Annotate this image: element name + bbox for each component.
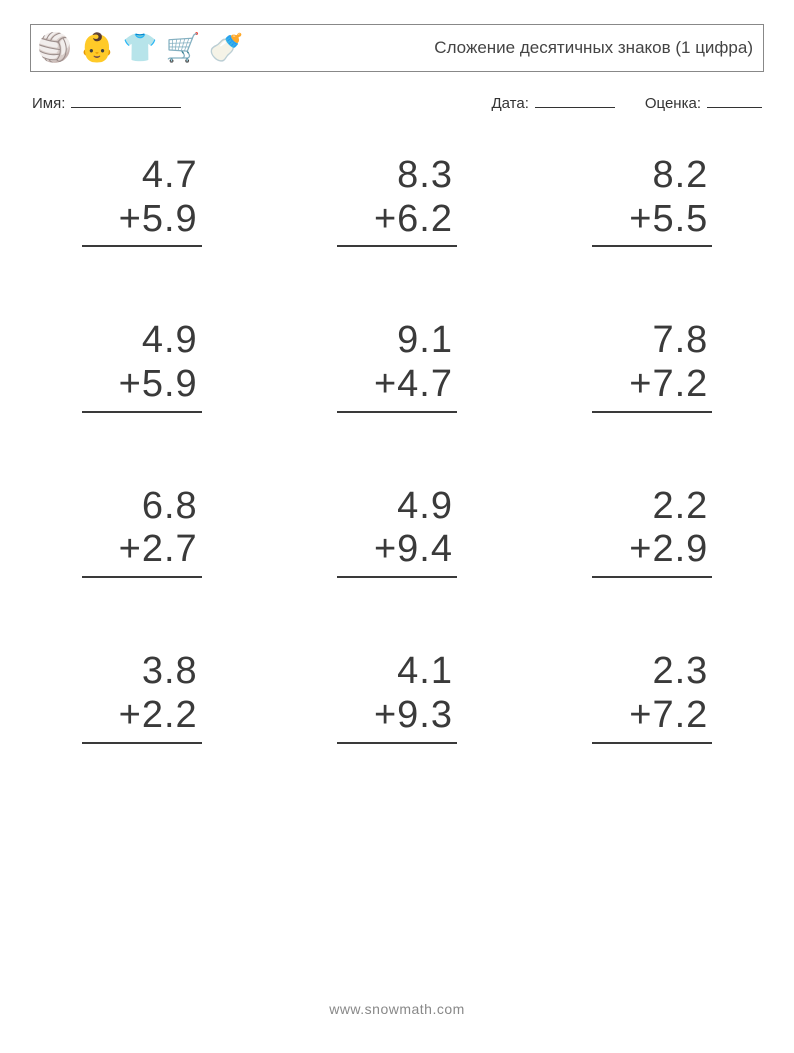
operand-b-val: 9.3 (397, 694, 453, 736)
operand-b: +2.7 (82, 528, 202, 578)
plus-icon: + (119, 528, 142, 570)
meta-row: Имя: Дата: Оценка: (30, 94, 764, 112)
worksheet-title: Сложение десятичных знаков (1 цифра) (434, 38, 753, 58)
plus-icon: + (629, 528, 652, 570)
baby-icon: 🍼 (209, 34, 244, 62)
problem: 8.3 +6.2 (337, 154, 457, 247)
operand-b: +2.2 (82, 694, 202, 744)
plus-icon: + (374, 694, 397, 736)
meta-right: Дата: Оценка: (491, 94, 762, 112)
problem: 4.1 +9.3 (337, 650, 457, 743)
problem: 4.9 +9.4 (337, 485, 457, 578)
operand-b: +7.2 (592, 694, 712, 744)
worksheet-page: 🏐 👶 👕 🛒 🍼 Сложение десятичных знаков (1 … (0, 0, 794, 1053)
problem: 2.2 +2.9 (592, 485, 712, 578)
ball-icon: 🏐 (37, 34, 72, 62)
problem: 6.8 +2.7 (82, 485, 202, 578)
problem: 9.1 +4.7 (337, 319, 457, 412)
score-blank[interactable] (707, 94, 762, 108)
operand-b: +5.5 (592, 198, 712, 248)
operand-a: 7.8 (592, 319, 712, 363)
operand-a: 8.2 (592, 154, 712, 198)
operand-a: 4.9 (82, 319, 202, 363)
score-label: Оценка: (645, 95, 701, 112)
header-box: 🏐 👶 👕 🛒 🍼 Сложение десятичных знаков (1 … (30, 24, 764, 72)
plus-icon: + (629, 694, 652, 736)
problem: 7.8 +7.2 (592, 319, 712, 412)
problem: 4.9 +5.9 (82, 319, 202, 412)
operand-a: 9.1 (337, 319, 457, 363)
plus-icon: + (629, 363, 652, 405)
operand-b: +2.9 (592, 528, 712, 578)
operand-b-val: 2.2 (142, 694, 198, 736)
plus-icon: + (374, 528, 397, 570)
operand-b: +5.9 (82, 363, 202, 413)
date-blank[interactable] (535, 94, 615, 108)
problem: 2.3 +7.2 (592, 650, 712, 743)
operand-b-val: 5.9 (142, 363, 198, 405)
operand-b-val: 9.4 (397, 528, 453, 570)
operand-b-val: 5.5 (652, 198, 708, 240)
operand-a: 6.8 (82, 485, 202, 529)
operand-b-val: 2.7 (142, 528, 198, 570)
operand-b-val: 5.9 (142, 198, 198, 240)
operand-b-val: 7.2 (652, 694, 708, 736)
plus-icon: + (119, 694, 142, 736)
plus-icon: + (374, 363, 397, 405)
plus-icon: + (119, 363, 142, 405)
header-icons: 🏐 👶 👕 🛒 🍼 (37, 34, 243, 62)
operand-b: +9.4 (337, 528, 457, 578)
operand-b-val: 4.7 (397, 363, 453, 405)
operand-b-val: 6.2 (397, 198, 453, 240)
bib-icon: 👶 (80, 34, 115, 62)
name-label: Имя: (32, 95, 65, 112)
operand-a: 3.8 (82, 650, 202, 694)
meta-left: Имя: (32, 94, 181, 112)
name-blank[interactable] (71, 94, 181, 108)
operand-b: +5.9 (82, 198, 202, 248)
operand-b: +4.7 (337, 363, 457, 413)
operand-b: +7.2 (592, 363, 712, 413)
operand-a: 8.3 (337, 154, 457, 198)
operand-a: 2.2 (592, 485, 712, 529)
plus-icon: + (629, 198, 652, 240)
footer-url: www.snowmath.com (0, 1001, 794, 1017)
plus-icon: + (119, 198, 142, 240)
operand-a: 2.3 (592, 650, 712, 694)
operand-b-val: 2.9 (652, 528, 708, 570)
operand-b: +6.2 (337, 198, 457, 248)
problem: 4.7 +5.9 (82, 154, 202, 247)
operand-b: +9.3 (337, 694, 457, 744)
operand-a: 4.1 (337, 650, 457, 694)
problem: 8.2 +5.5 (592, 154, 712, 247)
operand-a: 4.9 (337, 485, 457, 529)
stroller-icon: 🛒 (166, 34, 201, 62)
operand-b-val: 7.2 (652, 363, 708, 405)
operand-a: 4.7 (82, 154, 202, 198)
date-label: Дата: (491, 95, 528, 112)
onesie-icon: 👕 (123, 34, 158, 62)
problems-grid: 4.7 +5.9 8.3 +6.2 8.2 +5.5 4.9 +5.9 9.1 … (30, 154, 764, 744)
plus-icon: + (374, 198, 397, 240)
problem: 3.8 +2.2 (82, 650, 202, 743)
